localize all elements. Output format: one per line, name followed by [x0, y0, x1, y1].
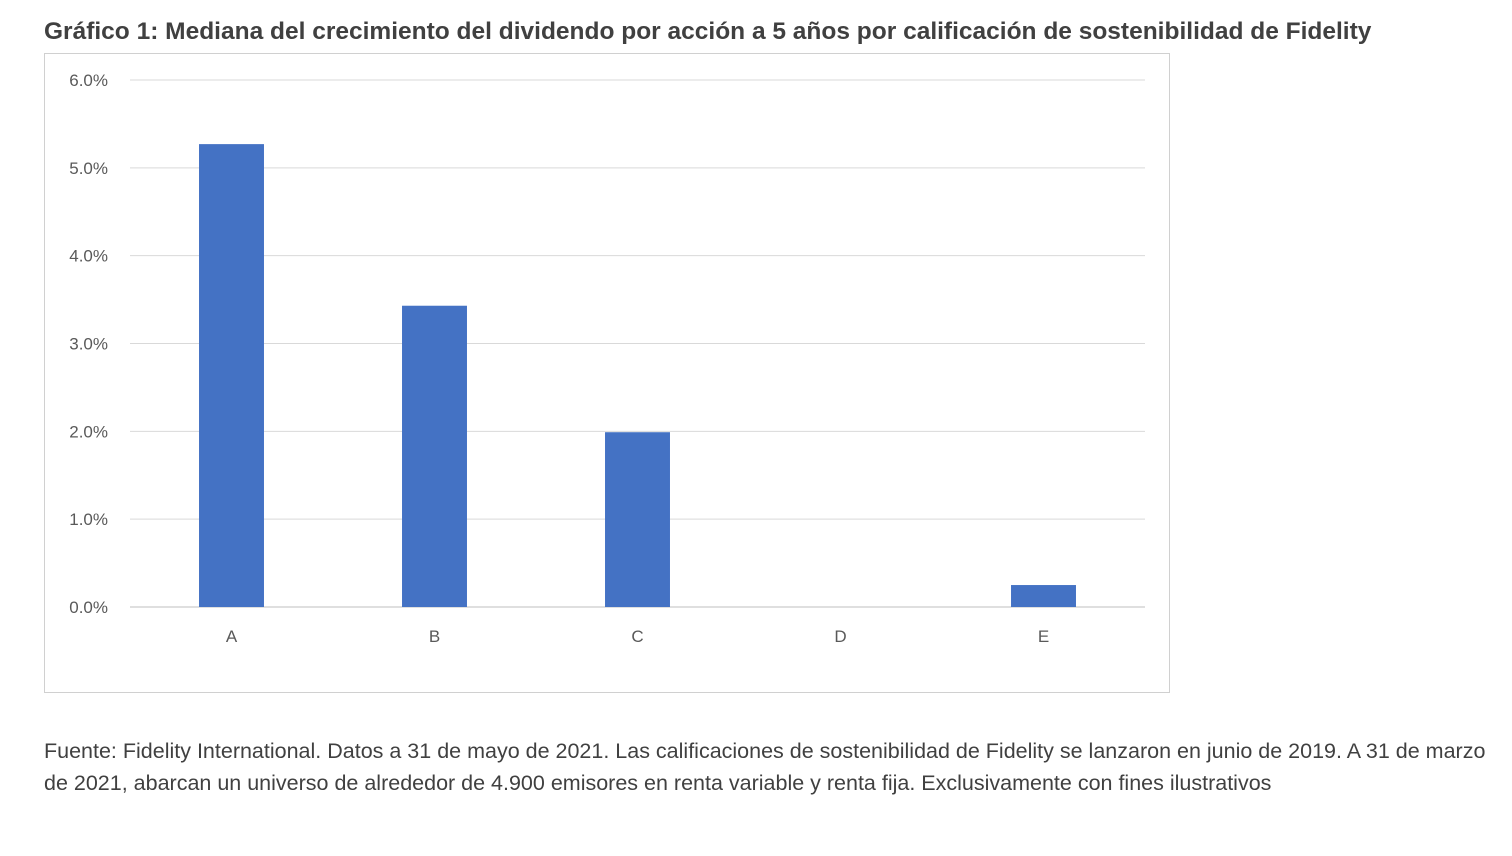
bar-chart: 0.0% 1.0% 2.0% 3.0% 4.0% 5.0% 6.0% A B C D E [69, 71, 1145, 646]
y-tick-label: 5.0% [69, 159, 108, 178]
x-tick-label: A [226, 627, 238, 646]
y-tick-label: 1.0% [69, 510, 108, 529]
y-tick-label: 4.0% [69, 247, 108, 266]
chart-area: 0.0% 1.0% 2.0% 3.0% 4.0% 5.0% 6.0% A B C D E [44, 53, 1170, 693]
y-tick-label: 2.0% [69, 422, 108, 441]
x-tick-label: E [1038, 627, 1049, 646]
bar-b [402, 305, 467, 607]
x-tick-label: B [429, 627, 440, 646]
bar-c [605, 432, 670, 607]
source-note: Fuente: Fidelity International. Datos a … [44, 739, 1486, 795]
x-tick-label: D [834, 627, 846, 646]
y-tick-label: 0.0% [69, 598, 108, 617]
y-tick-label: 6.0% [69, 71, 108, 90]
chart-title: Gráfico 1: Mediana del crecimiento del d… [44, 18, 1372, 45]
x-tick-label: C [631, 627, 643, 646]
bar-a [199, 144, 264, 607]
y-tick-label: 3.0% [69, 335, 108, 354]
bar-e [1011, 585, 1076, 607]
